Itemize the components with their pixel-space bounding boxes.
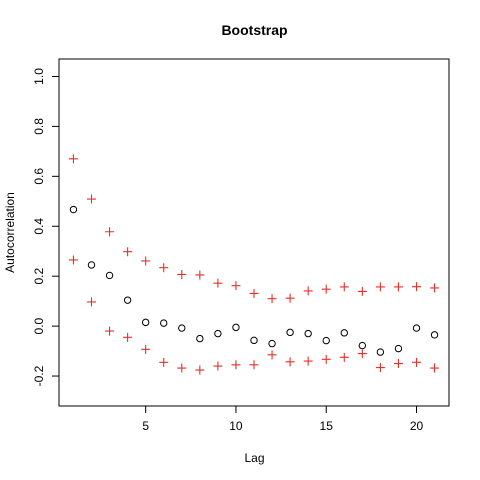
lower-bound-point: [357, 349, 367, 359]
acf-point: [268, 339, 276, 348]
acf-point: [340, 329, 348, 337]
y-tick-label: 0.8: [32, 118, 46, 135]
x-tick-label: 5: [142, 419, 149, 433]
lower-bound-point: [375, 363, 385, 373]
upper-bound-point: [87, 194, 96, 204]
acf-point: [196, 334, 204, 343]
lower-bound-point: [105, 326, 115, 336]
lower-bound-point: [141, 344, 151, 354]
upper-bound-point: [213, 278, 223, 288]
acf-point: [69, 205, 78, 214]
acf-point: [376, 348, 385, 356]
lower-bound-point: [393, 359, 403, 369]
lower-bound-point: [177, 363, 187, 373]
upper-bound-point: [231, 281, 241, 291]
upper-bound-point: [321, 284, 331, 294]
lower-bound-point: [412, 357, 421, 367]
y-tick-label: 1.0: [32, 68, 46, 85]
acf-point: [358, 341, 367, 350]
x-tick-label: 20: [410, 419, 424, 433]
lower-bound-point: [195, 365, 205, 375]
acf-point: [304, 329, 312, 338]
upper-bound-point: [267, 294, 277, 304]
x-tick-label: 10: [229, 419, 243, 433]
y-axis-label: Autocorrelation: [3, 192, 17, 273]
upper-bound-point: [412, 282, 421, 292]
upper-bound-point: [285, 293, 295, 303]
plot-frame: [58, 58, 450, 407]
upper-bound-point: [303, 286, 313, 296]
acf-point: [250, 336, 258, 345]
acf-point: [160, 319, 168, 327]
upper-bound-point: [430, 283, 440, 293]
upper-bound-point: [195, 270, 205, 280]
x-axis: 5 10 15 20: [142, 406, 423, 433]
x-axis-label: Lag: [244, 451, 264, 465]
lower-bound-point: [267, 350, 277, 360]
acf-point: [286, 328, 294, 337]
upper-bound-point: [141, 256, 151, 266]
acf-point: [214, 329, 222, 338]
lower-bound-point: [430, 363, 440, 373]
upper-bound-point: [105, 227, 115, 237]
upper-bound-point: [357, 286, 367, 296]
lower-bound-point: [321, 354, 331, 364]
acf-point: [141, 318, 150, 327]
lower-bound-point: [87, 297, 96, 307]
acf-point: [123, 296, 132, 304]
lower-bound-point: [123, 332, 133, 342]
acf-point: [105, 271, 114, 280]
lower-bound-point: [303, 356, 313, 366]
acf-point: [412, 324, 421, 332]
lower-bound-point: [213, 361, 223, 371]
y-tick-label: 0.2: [32, 268, 46, 285]
upper-bound-point: [249, 288, 259, 298]
chart-title: Bootstrap: [221, 22, 287, 38]
acf-point: [322, 336, 330, 345]
lower-bound-point: [68, 255, 78, 265]
x-tick-label: 15: [320, 419, 334, 433]
lower-bound-point: [159, 357, 169, 367]
y-tick-label: -0.2: [32, 365, 46, 386]
upper-bound-point: [177, 269, 187, 279]
acf-point: [232, 323, 240, 332]
acf-point: [178, 324, 186, 332]
upper-bound-point: [375, 282, 385, 292]
lower-bound-point: [339, 352, 349, 362]
acf-point: [430, 331, 439, 339]
upper-bound-point: [123, 247, 133, 257]
upper-bound-point: [68, 154, 78, 164]
y-tick-label: 0.6: [32, 168, 46, 185]
y-tick-label: 0.4: [32, 218, 46, 235]
y-axis: -0.2 0.0 0.2 0.4 0.6 0.8 1.0: [32, 68, 59, 386]
acf-point: [87, 261, 96, 269]
upper-bound-point: [393, 282, 403, 292]
lower-bound-point: [249, 360, 259, 370]
upper-bound-point: [159, 263, 169, 273]
acf-point: [394, 344, 403, 353]
data-points: [68, 154, 440, 375]
upper-bound-point: [339, 282, 349, 292]
lower-bound-point: [285, 357, 295, 367]
lower-bound-point: [231, 360, 241, 370]
y-tick-label: 0.0: [32, 317, 46, 334]
